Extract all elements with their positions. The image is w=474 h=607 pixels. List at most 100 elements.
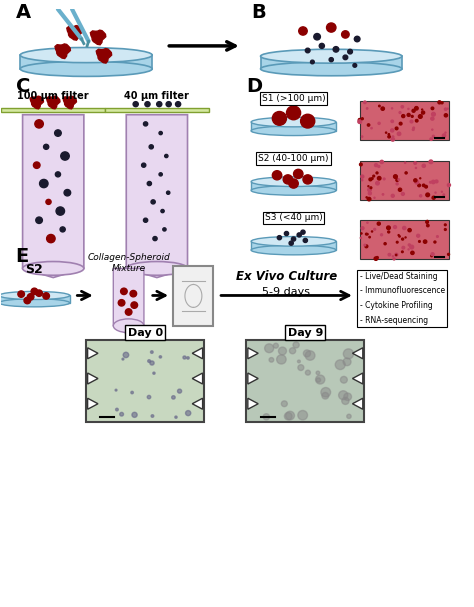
Text: Day 0: Day 0 xyxy=(128,328,163,337)
Circle shape xyxy=(175,101,181,107)
Circle shape xyxy=(419,240,420,242)
Circle shape xyxy=(131,302,137,308)
Circle shape xyxy=(183,356,186,359)
Circle shape xyxy=(438,101,441,104)
Circle shape xyxy=(366,108,368,109)
Circle shape xyxy=(161,209,164,212)
Circle shape xyxy=(286,412,294,420)
Circle shape xyxy=(387,226,390,229)
Circle shape xyxy=(431,180,435,184)
Circle shape xyxy=(44,144,49,149)
Circle shape xyxy=(144,122,148,126)
Circle shape xyxy=(43,293,49,299)
Circle shape xyxy=(431,255,432,257)
Circle shape xyxy=(360,237,362,239)
Circle shape xyxy=(414,179,417,182)
Circle shape xyxy=(396,179,399,181)
Ellipse shape xyxy=(0,291,70,299)
Ellipse shape xyxy=(0,299,70,307)
Circle shape xyxy=(159,173,162,176)
Circle shape xyxy=(434,241,436,243)
Polygon shape xyxy=(30,96,44,109)
Circle shape xyxy=(426,193,429,197)
Polygon shape xyxy=(91,30,106,45)
Circle shape xyxy=(322,392,328,399)
Circle shape xyxy=(379,105,380,107)
Polygon shape xyxy=(248,373,258,384)
Circle shape xyxy=(402,246,405,249)
Text: S1 (>100 μm): S1 (>100 μm) xyxy=(262,94,325,103)
Circle shape xyxy=(277,354,286,364)
Circle shape xyxy=(284,413,292,420)
Circle shape xyxy=(374,228,375,230)
Circle shape xyxy=(282,401,287,407)
Circle shape xyxy=(388,231,390,233)
Polygon shape xyxy=(353,398,363,409)
FancyBboxPatch shape xyxy=(359,161,449,200)
Circle shape xyxy=(283,175,292,184)
Circle shape xyxy=(156,101,162,107)
Ellipse shape xyxy=(251,177,336,186)
Circle shape xyxy=(415,168,417,169)
Circle shape xyxy=(442,134,446,137)
Circle shape xyxy=(289,179,298,188)
Circle shape xyxy=(46,199,51,205)
Circle shape xyxy=(401,192,404,195)
Circle shape xyxy=(367,197,371,201)
Circle shape xyxy=(145,101,150,107)
Circle shape xyxy=(371,178,373,180)
Circle shape xyxy=(144,218,148,222)
Circle shape xyxy=(355,36,360,42)
Circle shape xyxy=(172,396,175,399)
Circle shape xyxy=(347,414,351,418)
Circle shape xyxy=(401,106,403,108)
Polygon shape xyxy=(20,55,152,69)
Ellipse shape xyxy=(126,262,188,276)
Circle shape xyxy=(391,138,394,141)
Circle shape xyxy=(447,183,450,186)
Circle shape xyxy=(293,169,303,178)
Circle shape xyxy=(445,108,447,110)
Circle shape xyxy=(286,106,301,120)
Circle shape xyxy=(398,179,400,180)
Circle shape xyxy=(385,132,387,133)
Text: S3 (<40 μm): S3 (<40 μm) xyxy=(264,214,322,222)
Circle shape xyxy=(435,180,438,183)
Circle shape xyxy=(378,122,380,124)
Circle shape xyxy=(399,236,400,237)
Ellipse shape xyxy=(113,319,144,333)
Circle shape xyxy=(24,297,31,304)
Text: Ex Vivo Culture: Ex Vivo Culture xyxy=(236,270,337,283)
Circle shape xyxy=(365,245,368,248)
Circle shape xyxy=(284,231,289,236)
Circle shape xyxy=(435,192,436,193)
Circle shape xyxy=(423,240,427,243)
Circle shape xyxy=(443,194,445,195)
Circle shape xyxy=(402,226,406,229)
Circle shape xyxy=(290,348,296,354)
Text: A: A xyxy=(16,4,31,22)
Circle shape xyxy=(321,387,330,397)
FancyBboxPatch shape xyxy=(359,101,449,140)
Circle shape xyxy=(393,226,396,228)
Polygon shape xyxy=(353,348,363,359)
Circle shape xyxy=(120,412,124,416)
Circle shape xyxy=(421,111,425,114)
Circle shape xyxy=(388,254,391,256)
Circle shape xyxy=(27,294,34,300)
Circle shape xyxy=(36,290,42,296)
Text: Collagen-Spheroid
Mixture: Collagen-Spheroid Mixture xyxy=(87,253,170,273)
Text: Day 9: Day 9 xyxy=(288,328,323,337)
Circle shape xyxy=(422,164,425,168)
Circle shape xyxy=(414,162,417,164)
Circle shape xyxy=(292,237,296,241)
Circle shape xyxy=(61,152,69,160)
Circle shape xyxy=(396,242,398,243)
Circle shape xyxy=(422,184,425,186)
Circle shape xyxy=(372,231,373,232)
Text: E: E xyxy=(16,246,29,265)
Polygon shape xyxy=(46,96,60,109)
Circle shape xyxy=(408,244,410,246)
Circle shape xyxy=(370,187,372,189)
Circle shape xyxy=(131,392,133,394)
